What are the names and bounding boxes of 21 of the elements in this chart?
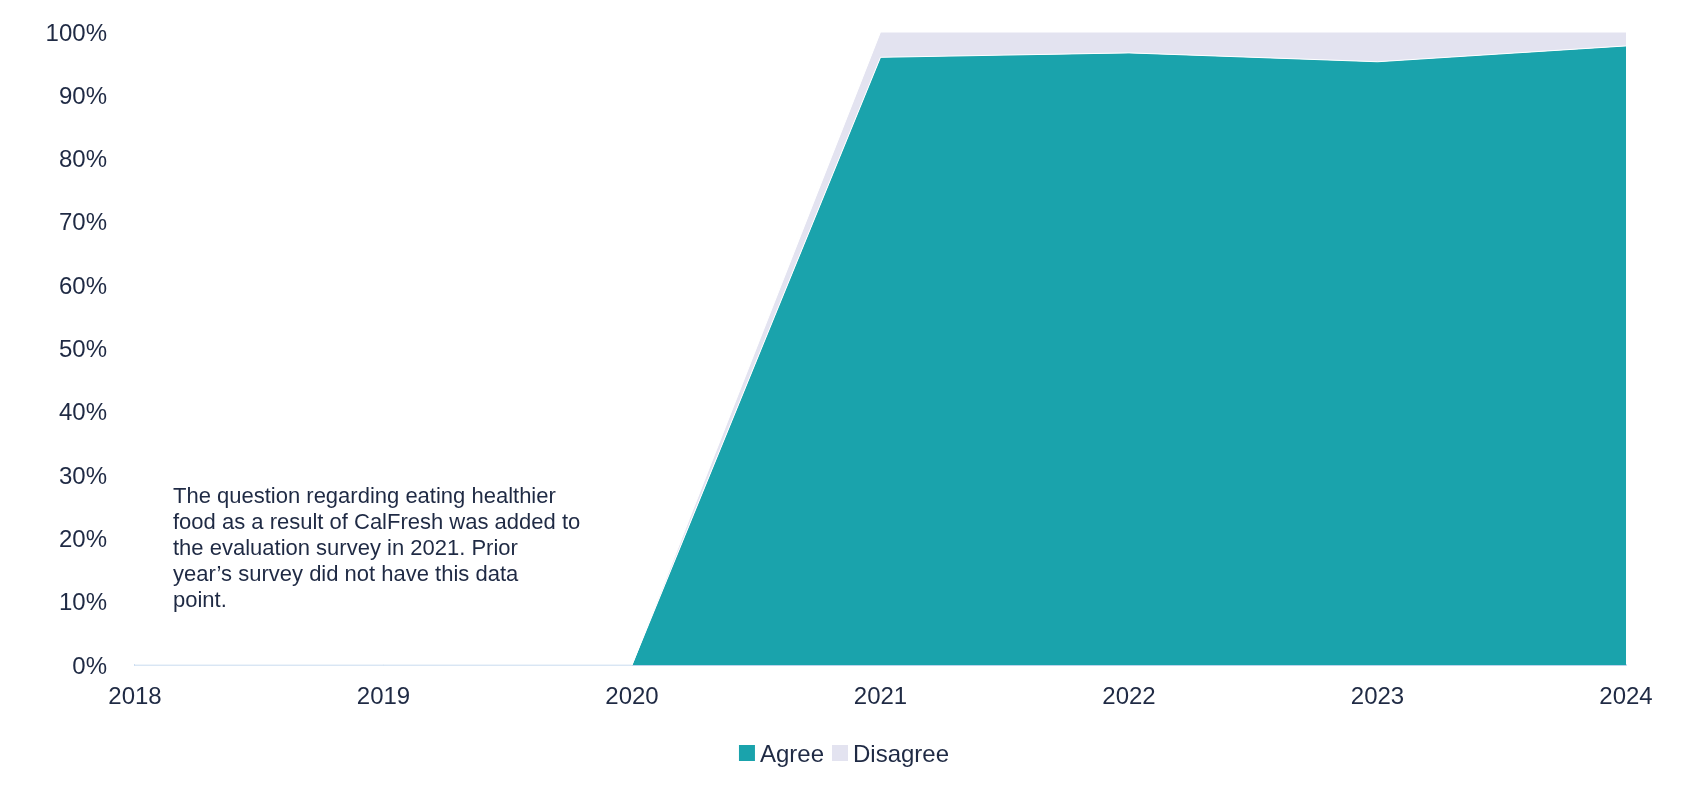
x-tick-label: 2019 bbox=[356, 681, 411, 709]
x-tick-label: 2023 bbox=[1350, 681, 1405, 709]
y-tick-label: 10% bbox=[58, 588, 107, 616]
y-tick-label: 40% bbox=[58, 398, 107, 426]
y-tick-label: 20% bbox=[58, 524, 107, 552]
x-tick-label: 2021 bbox=[853, 681, 908, 709]
x-tick-label: 2020 bbox=[605, 681, 659, 709]
y-tick-label: 90% bbox=[58, 81, 107, 109]
legend-label: Agree bbox=[759, 739, 824, 767]
x-tick-label: 2022 bbox=[1102, 681, 1156, 709]
annotation: The question regarding eating healthier food as a result of CalFresh was added to the evaluation survey in 2021. Prior year’s survey did not have this data point. bbox=[173, 482, 587, 612]
legend-label: Disagree bbox=[853, 739, 950, 767]
x-tick-label: 2018 bbox=[108, 681, 162, 709]
y-tick-label: 50% bbox=[58, 335, 107, 362]
y-tick-label: 80% bbox=[58, 145, 107, 173]
y-tick-label: 30% bbox=[58, 461, 107, 489]
x-tick-label: 2024 bbox=[1599, 681, 1653, 709]
y-tick-label: 100% bbox=[45, 18, 107, 46]
y-tick-label: 70% bbox=[58, 208, 107, 236]
y-tick-label: 0% bbox=[72, 651, 107, 679]
y-tick-label: 60% bbox=[58, 271, 107, 299]
